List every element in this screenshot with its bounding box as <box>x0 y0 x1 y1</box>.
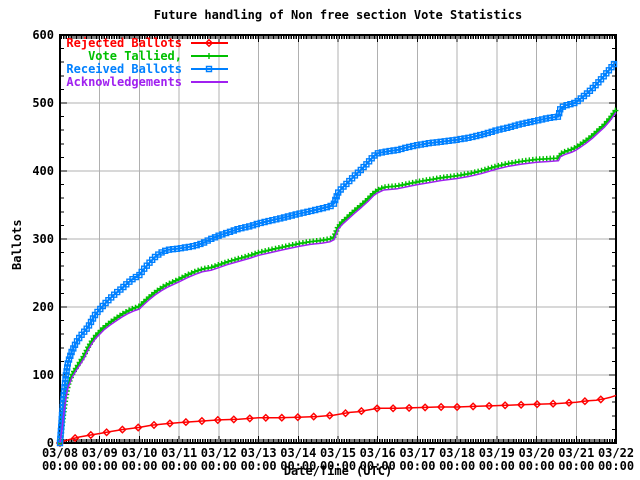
legend-label-vote-tallied: Vote Tallied, <box>88 48 182 63</box>
series-line-acknowledgements <box>59 112 617 444</box>
x-tick-label: 03/17 00:00 <box>399 446 436 473</box>
x-tick-label: 03/19 00:00 <box>478 446 515 473</box>
x-tick-label: 03/12 00:00 <box>200 446 237 473</box>
y-tick-label: 400 <box>32 163 54 178</box>
x-axis-title: Date/Time (UTC) <box>283 464 393 478</box>
x-tick-label: 03/21 00:00 <box>558 446 595 473</box>
y-tick-label: 100 <box>32 367 54 382</box>
x-tick-label: 03/18 00:00 <box>439 446 476 473</box>
legend-label-received-ballots: Received Ballots <box>66 61 182 76</box>
y-tick-label: 0 <box>46 435 54 450</box>
x-tick-label: 03/16 00:00 <box>359 446 396 473</box>
legend-marker-received-ballots <box>205 65 213 72</box>
x-tick-label: 03/14 00:00 <box>280 446 317 473</box>
x-tick-label: 03/08 00:00 <box>41 446 79 473</box>
legend-label-rejected-ballots: Rejected Ballots <box>66 35 182 50</box>
x-tick-label: 03/10 00:00 <box>121 446 158 473</box>
series-markers-received-ballots <box>56 60 618 447</box>
legend-item-rejected-ballots: Rejected Ballots <box>66 35 230 50</box>
x-tick-label: 03/09 00:00 <box>81 446 118 473</box>
legend-label-acknowledgements: Acknowledgements <box>66 74 182 89</box>
series-markers-rejected-ballots <box>55 395 605 448</box>
legend-swatch-vote-tallied <box>191 52 228 59</box>
legend-item-received-ballots: Received Ballots <box>66 61 230 76</box>
legend-marker-vote-tallied <box>206 52 212 59</box>
y-tick-label: 500 <box>32 95 54 110</box>
y-tick-label: 200 <box>32 299 54 314</box>
chart-title: Future handling of Non free section Vote… <box>153 8 523 22</box>
x-tick-label: 03/20 00:00 <box>518 446 555 473</box>
y-tick-label: 300 <box>32 231 54 246</box>
legend-swatch-rejected-ballots <box>191 38 228 47</box>
legend-item-acknowledgements: Acknowledgements <box>66 74 230 89</box>
x-tick-label: 03/15 00:00 <box>319 446 357 473</box>
legend-item-vote-tallied: Vote Tallied, <box>66 48 230 63</box>
x-tick-label: 03/11 00:00 <box>161 446 198 473</box>
x-tick-label: 03/13 00:00 <box>240 446 277 473</box>
y-tick-label: 600 <box>32 27 54 42</box>
x-tick-label: 03/22 00:00 <box>597 446 635 473</box>
legend-swatch-acknowledgements <box>191 80 228 83</box>
axis-ticks <box>59 35 617 443</box>
legend: Rejected Ballots Vote Tallied, Received … <box>66 35 230 89</box>
legend-marker-rejected-ballots <box>204 38 214 47</box>
legend-swatch-received-ballots <box>191 65 228 72</box>
